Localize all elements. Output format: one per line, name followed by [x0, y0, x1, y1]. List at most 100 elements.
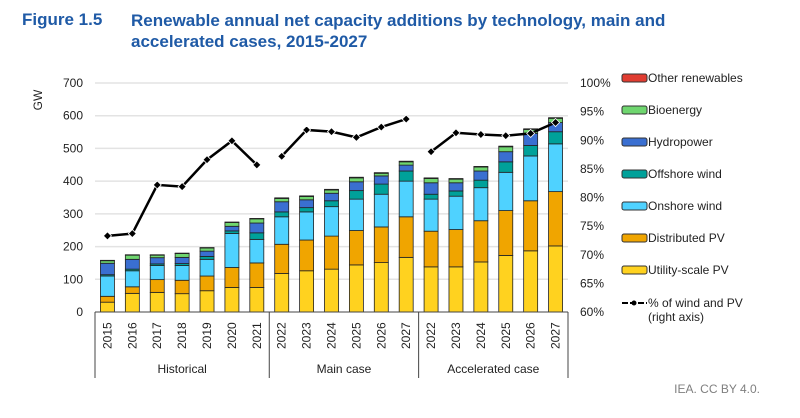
bar-segment: [124, 292, 140, 313]
y-tick-label: 0: [76, 305, 83, 319]
x-tick-label: 2019: [200, 322, 214, 349]
bar-segment: [299, 195, 315, 197]
y-tick-label: 500: [63, 141, 83, 155]
bar-segment: [100, 262, 115, 276]
line-marker: [326, 127, 337, 137]
bar-segment: [274, 198, 290, 203]
line-marker: [177, 182, 187, 192]
bar-segment: [274, 197, 290, 199]
bar-segment: [199, 247, 215, 249]
bar-segment: [423, 198, 439, 232]
line-series: [430, 121, 557, 153]
y2-tick-label: 65%: [580, 276, 604, 290]
bar-segment: [448, 182, 464, 192]
y2-tick-label: 95%: [580, 105, 604, 119]
bar-segment: [199, 255, 215, 260]
bar-segment: [274, 272, 290, 313]
x-tick-label: 2023: [449, 322, 463, 349]
bar-segment: [423, 230, 439, 268]
bar-segment: [100, 259, 115, 262]
y2-tick-label: 70%: [580, 248, 604, 262]
x-tick-label: 2022: [424, 322, 438, 349]
line-marker: [277, 151, 287, 161]
bar-segment: [249, 222, 265, 234]
y2-tick-label: 85%: [580, 162, 604, 176]
bar-segment: [274, 243, 290, 274]
bar-segment: [299, 199, 315, 209]
line-marker: [476, 129, 486, 140]
bar-segment: [274, 216, 290, 245]
x-tick-label: 2025: [349, 322, 363, 349]
legend-swatch: [621, 201, 648, 211]
bar-segment: [299, 196, 315, 201]
footer-credit: IEA. CC BY 4.0.: [674, 382, 760, 396]
bar-segment: [348, 264, 364, 313]
bar-segment: [324, 268, 339, 313]
bar-segment: [348, 190, 364, 200]
bar-segment: [174, 253, 190, 258]
bar-segment: [199, 250, 215, 257]
x-tick-label: 2022: [275, 322, 289, 349]
line-marker: [152, 180, 162, 190]
legend-swatch: [621, 137, 648, 147]
bar-segment: [398, 164, 414, 172]
bar-segment: [149, 254, 165, 256]
legend-label: Utility-scale PV: [648, 263, 729, 277]
group-label: Main case: [317, 362, 372, 376]
line-marker: [376, 122, 386, 132]
line-marker: [227, 136, 237, 146]
legend-label: (right axis): [648, 310, 704, 324]
bar-segment: [523, 250, 539, 313]
bar-segment: [498, 161, 514, 173]
bar-segment: [324, 200, 339, 208]
bar-segment: [124, 286, 140, 294]
bar-segment: [149, 257, 165, 265]
legend-label: Offshore wind: [648, 167, 722, 181]
x-tick-label: 2026: [374, 322, 388, 349]
bar-segment: [124, 254, 140, 260]
y-tick-label: 300: [63, 207, 83, 221]
x-tick-label: 2027: [549, 322, 563, 349]
bar-segment: [498, 255, 514, 313]
bar-segment: [498, 171, 514, 211]
bar-segment: [398, 256, 414, 313]
bar-segment: [523, 145, 539, 157]
bar-segment: [348, 198, 364, 231]
bar-segment: [324, 206, 339, 237]
bar-segment: [348, 176, 364, 179]
bar-segment: [274, 201, 290, 213]
x-tick-label: 2021: [250, 322, 264, 349]
bar-segment: [448, 195, 464, 230]
bar-segment: [274, 211, 290, 218]
bar-segment: [348, 230, 364, 266]
bar-segment: [249, 262, 265, 288]
bar-segment: [373, 183, 389, 195]
bar-segment: [473, 261, 489, 313]
bar-segment: [448, 178, 464, 184]
x-tick-label: 2025: [499, 322, 513, 349]
bar-segment: [548, 245, 563, 313]
bar-segment: [398, 160, 414, 163]
bar-segment: [224, 287, 240, 313]
bar-segment: [224, 225, 240, 232]
legend-swatch: [621, 265, 648, 275]
bar-segment: [448, 266, 464, 313]
line-marker: [501, 131, 511, 141]
legend-label: Bioenergy: [648, 103, 702, 117]
bar-segment: [523, 155, 539, 202]
bar-segment: [373, 175, 389, 185]
line-marker: [550, 117, 561, 128]
bar-segment: [149, 279, 165, 293]
legend-swatch: [621, 233, 648, 243]
x-tick-label: 2023: [300, 322, 314, 349]
bar-segment: [548, 191, 563, 247]
bar-segment: [299, 211, 315, 241]
bar-segment: [373, 226, 389, 264]
bar-segment: [124, 254, 140, 256]
line-marker: [451, 128, 461, 138]
line-marker: [401, 114, 411, 124]
bar-segment: [498, 145, 514, 148]
x-tick-label: 2026: [524, 322, 538, 349]
line-marker: [302, 125, 312, 135]
